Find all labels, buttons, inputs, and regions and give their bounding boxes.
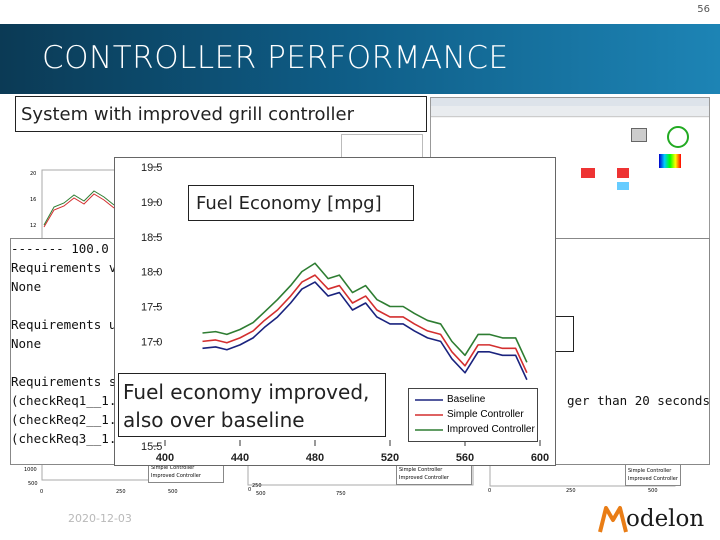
- tool-toolbar: [431, 106, 709, 117]
- tick-label: 500: [168, 489, 178, 495]
- system-callout-text: System with improved grill controller: [21, 104, 355, 125]
- component-block: [667, 126, 689, 148]
- component-block: [617, 182, 629, 190]
- x-tick-label: 440: [231, 452, 249, 464]
- logo-wordmark: odelon: [626, 506, 705, 532]
- tick-label: 20: [30, 171, 37, 177]
- legend-label: Improved Controller: [447, 424, 535, 435]
- chart-legend-svg: [415, 399, 443, 431]
- chart-title-callout: Fuel Economy [mpg]: [188, 185, 414, 221]
- requirements-line: None: [11, 336, 42, 351]
- legend-label: Baseline: [447, 394, 486, 405]
- plot-legend: Simple Controller Improved Controller: [396, 465, 472, 485]
- modelon-m-icon: [598, 506, 628, 533]
- series-line-improved-controller: [202, 262, 528, 363]
- slide-title: CONTROLLER PERFORMANCE: [42, 40, 509, 76]
- y-tick-label: 17.5: [141, 302, 162, 314]
- tick-label: 16: [30, 197, 37, 203]
- requirements-line: (checkReq2__1.m: [11, 412, 124, 427]
- x-tick-label: 480: [306, 452, 324, 464]
- series-line-simple-controller: [202, 274, 528, 374]
- requirements-line: (checkReq3__1.m: [11, 431, 124, 446]
- y-tick-label: 17.0: [141, 336, 162, 348]
- tick-label: 250: [566, 488, 576, 494]
- requirements-fragment: ger than 20 seconds: [567, 393, 710, 408]
- requirements-line: (checkReq1__1.m: [11, 393, 124, 408]
- improvement-callout: Fuel economy improved, also over baselin…: [118, 373, 386, 437]
- component-block: [581, 168, 595, 178]
- series-line-baseline: [202, 281, 528, 381]
- legend-entry: Simple Controller: [399, 467, 443, 473]
- y-tick-label: 19.5: [141, 162, 162, 174]
- tick-label: 0: [248, 487, 252, 493]
- chart-title-text: Fuel Economy [mpg]: [196, 193, 382, 214]
- system-callout: System with improved grill controller: [15, 96, 427, 132]
- x-tick-label: 400: [156, 452, 174, 464]
- tick-label: 1000: [24, 467, 37, 473]
- tool-menubar: [431, 98, 709, 106]
- slide-number: 56: [697, 4, 710, 15]
- tick-label: 250: [252, 483, 262, 489]
- background-plot-middle: 0 250 500 750 Simple Controller Improved…: [238, 462, 478, 503]
- y-tick-label: 18.5: [141, 232, 162, 244]
- x-tick-label: 520: [381, 452, 399, 464]
- tick-label: 500: [28, 481, 38, 487]
- modelon-logo: odelon: [598, 500, 716, 538]
- tick-label: 500: [648, 488, 658, 494]
- x-tick-label: 560: [456, 452, 474, 464]
- requirements-line: Requirements u: [11, 317, 117, 332]
- legend-entry: Simple Controller: [151, 465, 195, 471]
- component-block: [617, 168, 629, 178]
- legend-entry: Improved Controller: [399, 475, 449, 481]
- x-tick-label: 600: [531, 452, 549, 464]
- legend-entry: Simple Controller: [628, 468, 672, 474]
- slide-date: 2020-12-03: [68, 512, 132, 525]
- improvement-line: Fuel economy improved,: [123, 380, 370, 404]
- chart-legend: Baseline Simple Controller Improved Cont…: [408, 388, 538, 442]
- legend-entry: Improved Controller: [628, 476, 678, 482]
- legend-label: Simple Controller: [447, 409, 524, 420]
- tick-label: 0: [488, 488, 492, 494]
- component-block: [631, 128, 647, 142]
- y-tick-label: 19.0: [141, 197, 162, 209]
- requirements-line: None: [11, 279, 42, 294]
- legend-entry: Improved Controller: [151, 473, 201, 479]
- requirements-line: Requirements v: [11, 260, 117, 275]
- y-tick-label: 18.0: [141, 267, 162, 279]
- component-block: [659, 154, 681, 168]
- highlight-box: [554, 316, 574, 352]
- title-banner: [0, 24, 720, 94]
- tick-label: 0: [40, 489, 44, 495]
- tick-label: 750: [336, 491, 346, 497]
- requirements-line: Requirements s: [11, 374, 117, 389]
- improvement-line: also over baseline: [123, 408, 305, 432]
- y-tick-label: 15.5: [141, 441, 162, 453]
- tick-label: 250: [116, 489, 126, 495]
- tick-label: 500: [256, 491, 266, 497]
- tick-label: 12: [30, 223, 37, 229]
